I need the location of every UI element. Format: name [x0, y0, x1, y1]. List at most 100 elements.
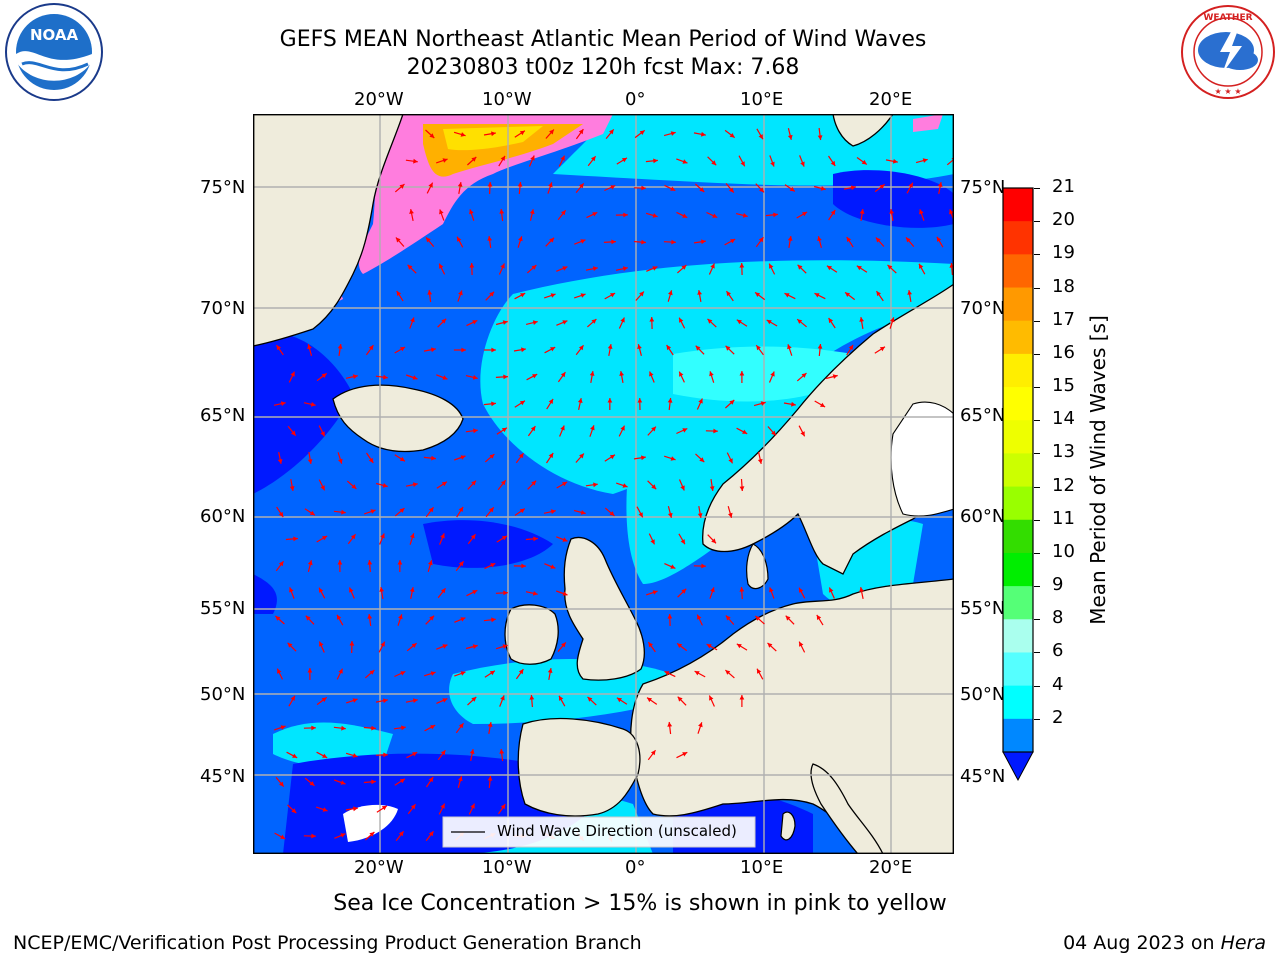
wave-direction-arrowhead — [769, 587, 774, 593]
wave-direction-arrowhead — [547, 668, 553, 673]
wave-direction-arrowhead — [458, 776, 463, 782]
wave-direction-arrowhead — [370, 509, 376, 514]
wave-direction-arrowhead — [651, 484, 657, 490]
wave-direction-arrowhead — [349, 641, 355, 646]
wave-direction-arrowhead — [305, 615, 311, 621]
wave-direction-arrowhead — [533, 536, 538, 542]
wave-direction-arrowhead — [383, 374, 388, 380]
footer-host: Hera — [1220, 932, 1266, 954]
wave-direction-arrowhead — [679, 371, 684, 377]
wave-direction-arrowhead — [699, 457, 705, 463]
wave-direction-arrowhead — [442, 698, 448, 703]
wave-direction-arrowhead — [560, 155, 565, 161]
wave-direction-arrowhead — [428, 777, 434, 783]
wave-direction-arrowhead — [519, 400, 525, 406]
wave-direction-arrowhead — [428, 507, 434, 513]
wave-direction-arrowhead — [489, 670, 495, 676]
wave-direction-arrowhead — [469, 263, 475, 268]
colorbar-segment — [1003, 420, 1033, 454]
wave-direction-arrowhead — [321, 373, 327, 378]
wave-direction-arrowhead — [799, 641, 804, 647]
wave-direction-arrowhead — [578, 129, 584, 135]
wave-direction-arrowhead — [503, 374, 508, 380]
noaa-logo-text: NOAA — [30, 26, 79, 44]
nws-ring-text: WEATHER — [1203, 13, 1252, 23]
wave-direction-arrowhead — [876, 291, 881, 297]
wave-direction-arrowhead — [579, 453, 584, 459]
colorbar-segment — [1003, 652, 1033, 687]
wave-direction-arrowhead — [709, 371, 714, 377]
wave-direction-arrowhead — [319, 641, 324, 647]
wave-direction-arrowhead — [518, 669, 524, 675]
wave-direction-arrowhead — [800, 431, 805, 437]
wave-direction-arrowhead — [622, 266, 628, 271]
colorbar-segment — [1003, 287, 1033, 322]
colorbar-tick-label: 6 — [1052, 640, 1064, 662]
lon-label-bottom-0: 0° — [625, 857, 646, 878]
wave-direction-arrowhead — [439, 209, 444, 215]
wave-direction-arrowhead — [278, 561, 284, 567]
wave-direction-arrowhead — [711, 160, 717, 166]
colorbar-tick-label: 18 — [1052, 275, 1075, 297]
wave-direction-arrowhead — [337, 560, 343, 565]
wave-direction-arrowhead — [679, 317, 684, 323]
wave-direction-arrowhead — [429, 615, 435, 621]
wave-direction-arrowhead — [472, 375, 478, 380]
wave-direction-arrowhead — [728, 458, 733, 464]
wave-direction-arrowhead — [559, 695, 564, 701]
wave-direction-arrowhead — [550, 564, 556, 569]
wave-direction-arrowhead — [784, 293, 790, 298]
wave-direction-arrowhead — [739, 371, 745, 376]
wave-direction-arrowhead — [287, 642, 293, 648]
wave-direction-arrowhead — [560, 210, 566, 216]
wave-direction-arrowhead — [518, 236, 523, 242]
wave-direction-arrowhead — [501, 427, 507, 433]
wave-direction-arrowhead — [500, 695, 505, 701]
wave-direction-arrowhead — [500, 155, 505, 161]
sea-zone-dark-west — [253, 332, 353, 494]
wave-direction-arrowhead — [709, 486, 715, 491]
wave-direction-arrowhead — [431, 455, 436, 461]
colorbar-segment — [1003, 519, 1033, 554]
colorbar-tick-mark — [1034, 254, 1040, 256]
sea-ice-greenland — [358, 114, 613, 274]
wave-direction-arrowhead — [291, 430, 296, 436]
wave-direction-arrowhead — [666, 345, 672, 351]
wave-direction-arrowhead — [710, 587, 715, 593]
wave-direction-arrowhead — [799, 587, 804, 593]
wave-direction-arrowhead — [369, 832, 375, 837]
wave-direction-arrowhead — [427, 290, 433, 295]
wave-direction-arrowhead — [641, 239, 646, 245]
colorbar-tick-mark — [1034, 387, 1040, 389]
lat-label-right-55n: 55°N — [960, 598, 1006, 619]
wave-direction-arrowhead — [622, 483, 628, 488]
wave-direction-arrowhead — [607, 398, 613, 403]
wave-direction-arrowhead — [889, 209, 894, 214]
wave-direction-arrowhead — [830, 210, 836, 215]
wave-direction-arrowhead — [789, 186, 795, 192]
wave-direction-arrowhead — [293, 536, 298, 542]
wave-direction-arrowhead — [682, 752, 688, 757]
wave-direction-arrowhead — [620, 317, 625, 323]
wave-direction-arrowhead — [637, 344, 642, 350]
footer-credit: NCEP/EMC/Verification Post Processing Pr… — [13, 932, 642, 954]
missing-data-patch — [343, 804, 398, 842]
wave-direction-arrowhead — [380, 641, 385, 647]
wave-direction-arrowhead — [379, 587, 384, 592]
wave-direction-arrowhead — [826, 265, 832, 271]
wave-direction-arrowhead — [739, 587, 745, 592]
wave-direction-arrowhead — [647, 697, 652, 703]
wave-direction-arrowhead — [682, 159, 688, 164]
wave-direction-arrowhead — [499, 209, 505, 214]
wave-direction-arrowhead — [470, 803, 475, 809]
lon-label-top-10w: 10°W — [482, 89, 532, 110]
wave-direction-arrowhead — [352, 753, 358, 758]
wave-direction-arrowhead — [338, 458, 343, 464]
wave-direction-arrowhead — [279, 781, 284, 787]
wave-direction-arrowhead — [309, 510, 315, 516]
wave-direction-arrowhead — [922, 158, 928, 163]
wave-direction-arrowhead — [350, 534, 356, 540]
wave-direction-arrowhead — [340, 833, 346, 838]
wave-direction-arrowhead — [471, 157, 477, 162]
map-frame — [253, 114, 954, 854]
